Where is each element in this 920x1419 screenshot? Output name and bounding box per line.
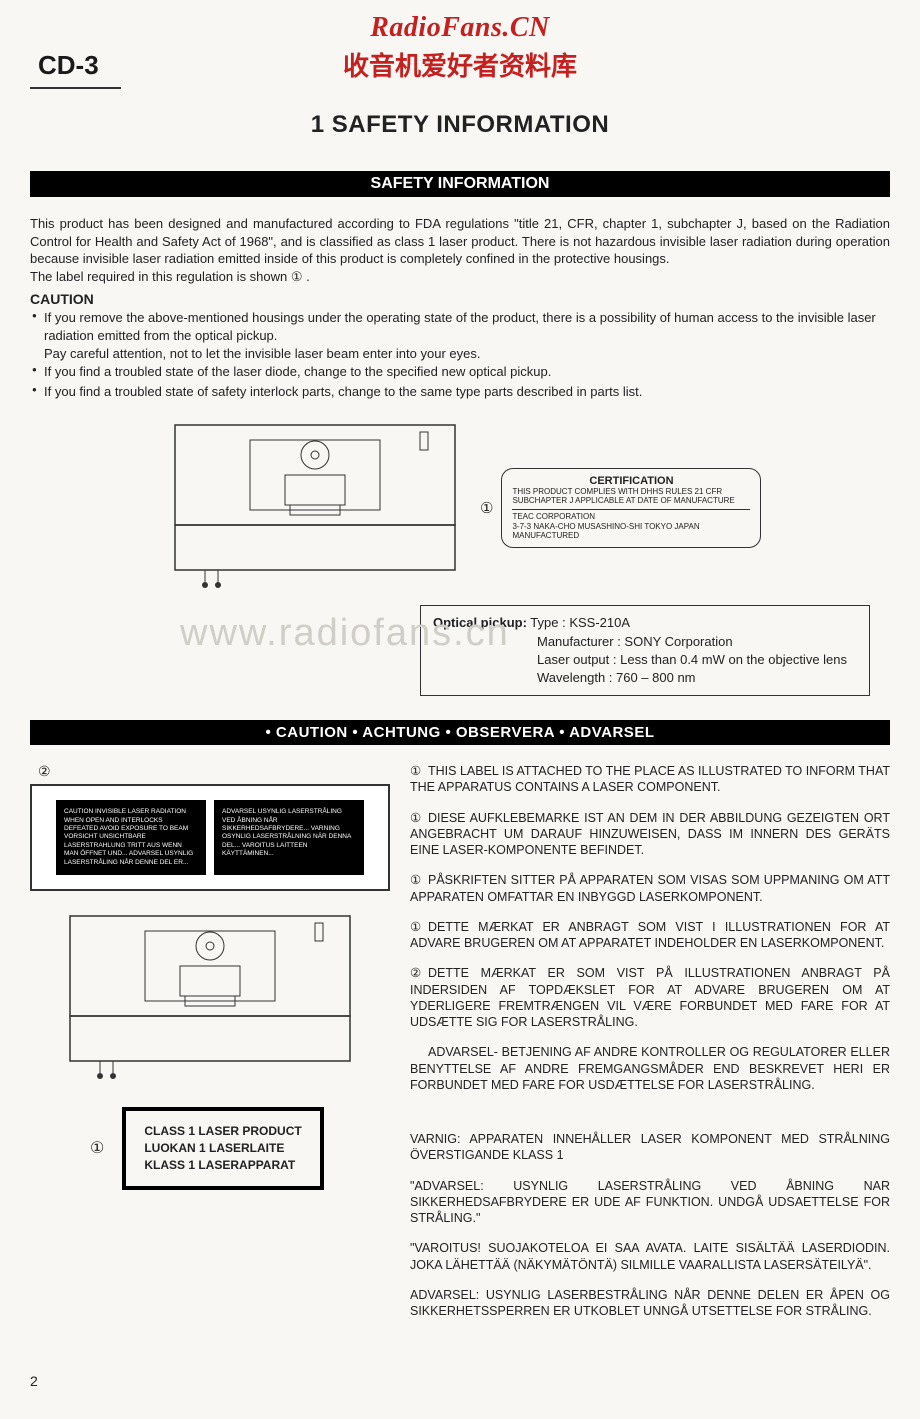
note-1: ①DIESE AUFKLEBEMARKE IST AN DEM IN DER A… bbox=[410, 810, 890, 859]
note-4: ②DETTE MÆRKAT ER SOM VIST PÅ ILLUSTRATIO… bbox=[410, 965, 890, 1030]
note-9: ADVARSEL: USYNLIG LASERBESTRÅLING NÅR DE… bbox=[410, 1287, 890, 1320]
optical-wave: Wavelength : 760 – 800 nm bbox=[537, 669, 696, 687]
cert-title: CERTIFICATION bbox=[512, 475, 750, 487]
bullet-1: If you remove the above-mentioned housin… bbox=[30, 309, 890, 344]
optical-mfr: Manufacturer : SONY Corporation bbox=[537, 633, 733, 651]
class1-row: ① CLASS 1 LASER PRODUCT LUOKAN 1 LASERLA… bbox=[90, 1107, 390, 1189]
class1-l2: LUOKAN 1 LASERLAITE bbox=[144, 1140, 301, 1157]
model-label: CD-3 bbox=[38, 50, 99, 80]
left-column: ② CAUTION INVISIBLE LASER RADIATION WHEN… bbox=[30, 763, 390, 1333]
black-label-left: CAUTION INVISIBLE LASER RADIATION WHEN O… bbox=[56, 800, 206, 875]
optical-type: Type : KSS-210A bbox=[530, 615, 630, 630]
class1-label-box: CLASS 1 LASER PRODUCT LUOKAN 1 LASERLAIT… bbox=[122, 1107, 323, 1189]
note-2: ①PÅSKRIFTEN SITTER PÅ APPARATEN SOM VISA… bbox=[410, 872, 890, 905]
cert-num: ① bbox=[480, 499, 493, 517]
optical-pickup-box: Optical pickup: Type : KSS-210A Manufact… bbox=[420, 605, 870, 696]
note-5: ADVARSEL- BETJENING AF ANDRE KONTROLLER … bbox=[410, 1044, 890, 1093]
device-diagram-row: ① CERTIFICATION THIS PRODUCT COMPLIES WI… bbox=[30, 420, 890, 595]
watermark-zh: 收音机爱好者资料库 bbox=[30, 46, 890, 83]
bullet-2: If you find a troubled state of the lase… bbox=[30, 363, 890, 381]
watermark-site: RadioFans.CN bbox=[30, 12, 890, 44]
certification-box: CERTIFICATION THIS PRODUCT COMPLIES WITH… bbox=[501, 468, 761, 548]
watermark-header: RadioFans.CN 收音机爱好者资料库 bbox=[30, 12, 890, 83]
right-column: ①THIS LABEL IS ATTACHED TO THE PLACE AS … bbox=[410, 763, 890, 1333]
cert-block: ① CERTIFICATION THIS PRODUCT COMPLIES WI… bbox=[480, 468, 761, 548]
warning-labels-diagram: CAUTION INVISIBLE LASER RADIATION WHEN O… bbox=[30, 784, 390, 891]
sub-line: Pay careful attention, not to let the in… bbox=[44, 346, 890, 361]
caution-heading: CAUTION bbox=[30, 291, 890, 307]
device-illustration bbox=[170, 420, 460, 595]
lower-columns: ② CAUTION INVISIBLE LASER RADIATION WHEN… bbox=[30, 763, 890, 1333]
class1-l3: KLASS 1 LASERAPPARAT bbox=[144, 1157, 301, 1174]
caution-list: If you remove the above-mentioned housin… bbox=[30, 309, 890, 344]
optical-out: Laser output : Less than 0.4 mW on the o… bbox=[537, 651, 847, 669]
note-0: ①THIS LABEL IS ATTACHED TO THE PLACE AS … bbox=[410, 763, 890, 796]
section-title: 1 SAFETY INFORMATION bbox=[30, 111, 890, 139]
class1-l1: CLASS 1 LASER PRODUCT bbox=[144, 1123, 301, 1140]
bullet-3: If you find a troubled state of safety i… bbox=[30, 383, 890, 401]
model-box: CD-3 bbox=[30, 44, 121, 89]
num-1: ① bbox=[90, 1138, 104, 1158]
device-illustration-2 bbox=[60, 911, 360, 1086]
caution-list2: If you find a troubled state of the lase… bbox=[30, 363, 890, 400]
intro-text2: The label required in this regulation is… bbox=[30, 268, 890, 286]
intro-text: This product has been designed and manuf… bbox=[30, 215, 890, 268]
black-label-right: ADVARSEL USYNLIG LASERSTRÅLING VED ÅBNIN… bbox=[214, 800, 364, 875]
cert-l3: 3-7-3 NAKA-CHO MUSASHINO-SHI TOKYO JAPAN bbox=[512, 522, 750, 532]
cert-l1: THIS PRODUCT COMPLIES WITH DHHS RULES 21… bbox=[512, 487, 750, 506]
note-8: "VAROITUS! SUOJAKOTELOA EI SAA AVATA. LA… bbox=[410, 1240, 890, 1273]
cert-l4: MANUFACTURED bbox=[512, 531, 750, 541]
note-3: ①DETTE MÆRKAT ER ANBRAGT SOM VIST I ILLU… bbox=[410, 919, 890, 952]
safety-info-bar: SAFETY INFORMATION bbox=[30, 171, 890, 197]
num-2: ② bbox=[38, 763, 390, 780]
cert-l2: TEAC CORPORATION bbox=[512, 509, 750, 522]
page-number: 2 bbox=[30, 1373, 890, 1389]
note-7: "ADVARSEL: USYNLIG LASERSTRÅLING VED ÅBN… bbox=[410, 1178, 890, 1227]
caution-multilang-bar: • CAUTION • ACHTUNG • OBSERVERA • ADVARS… bbox=[30, 720, 890, 745]
optical-label: Optical pickup: bbox=[433, 615, 527, 630]
note-6: VARNIG: APPARATEN INNEHÅLLER LASER KOMPO… bbox=[410, 1131, 890, 1164]
